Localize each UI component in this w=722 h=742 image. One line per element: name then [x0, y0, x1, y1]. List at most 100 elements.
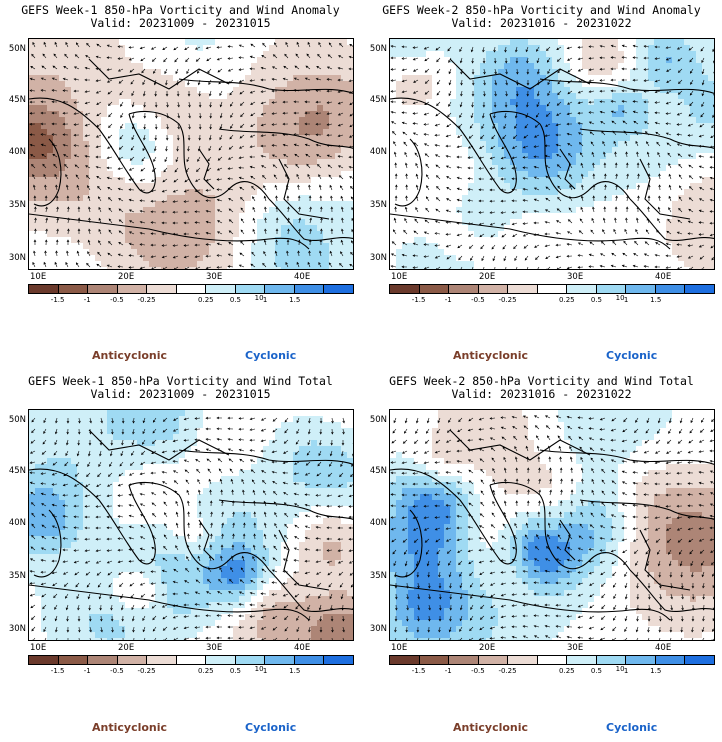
vorticity-cell	[390, 93, 397, 100]
vorticity-cell	[83, 243, 90, 250]
vorticity-cell	[71, 159, 78, 166]
vorticity-cell	[594, 177, 601, 184]
vorticity-cell	[648, 159, 655, 166]
vorticity-cell	[402, 87, 409, 94]
vorticity-cell	[287, 99, 294, 106]
vorticity-cell	[281, 231, 288, 238]
vorticity-cell	[89, 267, 96, 269]
vorticity-cell	[534, 57, 541, 64]
vorticity-cell	[516, 171, 523, 178]
vorticity-cell	[456, 87, 463, 94]
wind-arrow	[128, 209, 135, 213]
vorticity-cell	[648, 123, 655, 130]
vorticity-cell	[83, 213, 90, 220]
vorticity-cell	[414, 189, 421, 196]
vorticity-cell	[588, 183, 595, 190]
vorticity-cell	[227, 225, 234, 232]
vorticity-cell	[161, 93, 168, 100]
vorticity-cell	[426, 87, 433, 94]
vorticity-cell	[630, 177, 637, 184]
vorticity-cell	[618, 87, 625, 94]
vorticity-cell	[221, 117, 228, 124]
vorticity-cell	[125, 225, 132, 232]
vorticity-cell	[660, 189, 667, 196]
vorticity-cell	[107, 117, 114, 124]
vorticity-cell	[636, 147, 643, 154]
vorticity-cell	[173, 117, 180, 124]
vorticity-cell	[83, 177, 90, 184]
vorticity-cell	[29, 123, 36, 130]
vorticity-cell	[636, 237, 643, 244]
vorticity-cell	[269, 183, 276, 190]
vorticity-cell	[179, 195, 186, 202]
coastline	[33, 138, 62, 207]
wind-arrow	[284, 53, 289, 59]
vorticity-cell	[71, 141, 78, 148]
vorticity-cell	[600, 117, 607, 124]
vorticity-cell	[666, 219, 673, 226]
colorbar-swatch	[29, 285, 59, 293]
vorticity-cell	[65, 201, 72, 208]
vorticity-cell	[281, 51, 288, 58]
vorticity-cell	[107, 213, 114, 220]
vorticity-cell	[510, 237, 517, 244]
vorticity-cell	[83, 249, 90, 256]
vorticity-cell	[137, 147, 144, 154]
vorticity-cell	[119, 87, 126, 94]
vorticity-cell	[546, 117, 553, 124]
vorticity-cell	[588, 213, 595, 220]
wind-arrow	[261, 54, 267, 59]
vorticity-cell	[209, 141, 216, 148]
vorticity-cell	[522, 159, 529, 166]
vorticity-cell	[546, 171, 553, 178]
wind-arrow	[217, 220, 223, 224]
wind-arrow	[308, 239, 312, 246]
vorticity-cell	[257, 183, 264, 190]
vorticity-cell	[552, 147, 559, 154]
vorticity-cell	[552, 171, 559, 178]
vorticity-cell	[101, 117, 108, 124]
wind-arrow	[318, 184, 322, 191]
vorticity-cell	[624, 249, 631, 256]
vorticity-cell	[564, 123, 571, 130]
vorticity-cell	[125, 177, 132, 184]
vorticity-cell	[137, 141, 144, 148]
vorticity-cell	[323, 213, 330, 220]
wind-arrow	[218, 79, 223, 85]
vorticity-cell	[486, 129, 493, 136]
vorticity-cell	[468, 153, 475, 160]
vorticity-cell	[83, 69, 90, 76]
wind-arrow	[272, 164, 278, 169]
vorticity-cell	[293, 171, 300, 178]
vorticity-cell	[510, 183, 517, 190]
vorticity-cell	[269, 51, 276, 58]
vorticity-cell	[588, 93, 595, 100]
latitude-label: 30N	[8, 253, 26, 263]
vorticity-cell	[131, 87, 138, 94]
vorticity-cell	[119, 99, 126, 106]
vorticity-cell	[221, 159, 228, 166]
wind-arrow	[40, 133, 47, 136]
vorticity-cell	[648, 69, 655, 76]
wind-arrow	[44, 250, 47, 257]
vorticity-cell	[83, 105, 90, 112]
vorticity-cell	[522, 237, 529, 244]
vorticity-cell	[29, 147, 36, 154]
vorticity-cell	[600, 141, 607, 148]
vorticity-cell	[191, 117, 198, 124]
vorticity-cell	[353, 129, 354, 136]
wind-arrow	[108, 218, 113, 224]
vorticity-cell	[143, 159, 150, 166]
vorticity-cell	[29, 261, 36, 268]
vorticity-cell	[438, 135, 445, 142]
vorticity-cell	[474, 99, 481, 106]
wind-arrow	[293, 100, 300, 104]
vorticity-cell	[203, 231, 210, 238]
vorticity-cell	[630, 159, 637, 166]
wind-arrow	[216, 254, 223, 257]
vorticity-cell	[179, 147, 186, 154]
vorticity-cell	[480, 51, 487, 58]
wind-arrow	[172, 200, 179, 203]
vorticity-cell	[684, 165, 691, 172]
vorticity-cell	[203, 225, 210, 232]
